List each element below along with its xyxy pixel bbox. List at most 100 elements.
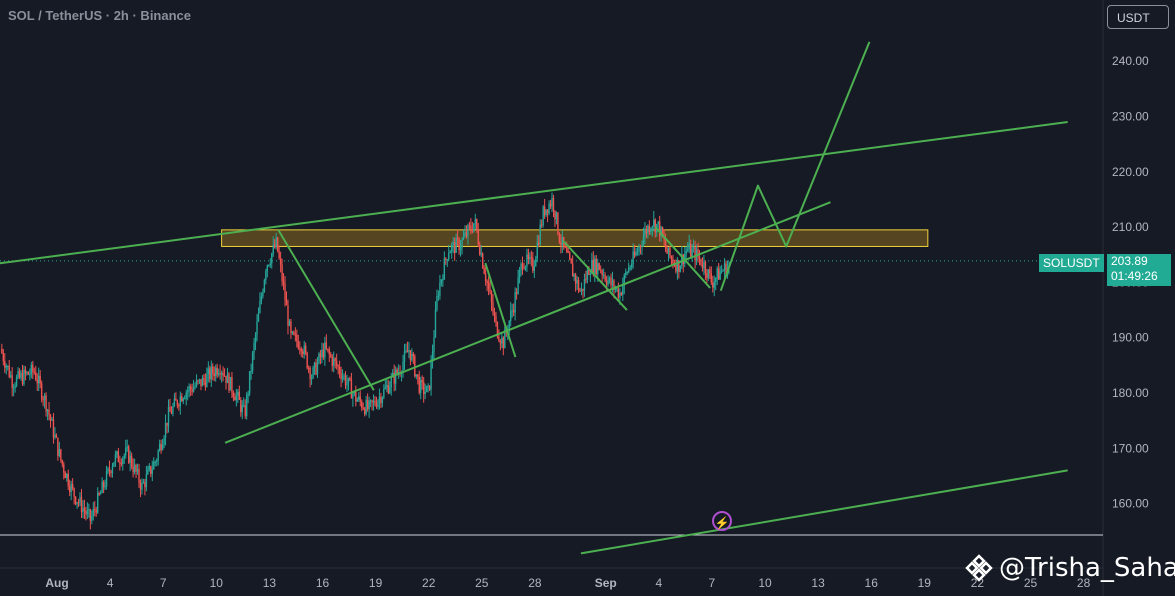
- candle-body: [66, 473, 68, 479]
- candle: [291, 330, 294, 335]
- candle: [101, 477, 103, 494]
- symbol-label: SOL / TetherUS · 2h · Binance: [8, 8, 191, 23]
- candle-body: [234, 397, 236, 401]
- candle-body: [371, 400, 373, 403]
- candle: [582, 288, 584, 299]
- candle-body: [46, 409, 49, 412]
- candle: [160, 439, 162, 454]
- candle-body: [70, 483, 72, 493]
- candle: [551, 192, 553, 213]
- candle: [554, 210, 556, 228]
- candle-body: [706, 273, 708, 279]
- candle: [4, 353, 6, 373]
- candle-body: [428, 385, 431, 390]
- candle-body: [21, 373, 24, 384]
- x-tick-label: 19: [369, 576, 383, 590]
- candle: [720, 264, 723, 274]
- candle: [116, 450, 118, 459]
- currency-unit-button[interactable]: USDT: [1107, 5, 1169, 29]
- candle: [406, 341, 409, 353]
- lightning-icon[interactable]: ⚡: [712, 511, 732, 531]
- candle-body: [483, 267, 485, 274]
- candle: [694, 240, 696, 269]
- candle-body: [445, 258, 447, 260]
- candle-body: [161, 444, 164, 450]
- candle-body: [48, 409, 50, 416]
- candle: [212, 363, 214, 381]
- candle: [411, 348, 413, 362]
- candle: [30, 361, 33, 379]
- candle: [601, 268, 603, 284]
- candle-body: [538, 242, 540, 245]
- candle: [188, 383, 190, 398]
- candle: [540, 219, 543, 229]
- candle-body: [685, 250, 687, 254]
- candle-body: [287, 305, 289, 326]
- candle-body: [535, 258, 537, 267]
- candle-body: [217, 373, 220, 375]
- candle: [335, 353, 338, 370]
- candle: [306, 351, 308, 370]
- candle: [327, 348, 329, 353]
- candle-body: [567, 252, 569, 254]
- candle: [417, 374, 419, 385]
- candle-body: [455, 237, 457, 253]
- candle-body: [223, 375, 226, 377]
- candle-body: [579, 290, 581, 292]
- candle-body: [315, 362, 317, 375]
- x-tick-label: 7: [709, 576, 716, 590]
- candle-body: [201, 377, 204, 387]
- candle: [73, 487, 75, 505]
- candle-body: [389, 387, 391, 394]
- candle-body: [206, 374, 208, 387]
- candle: [703, 254, 705, 276]
- candle-body: [412, 353, 415, 357]
- candle-body: [120, 463, 123, 465]
- candle: [259, 292, 261, 314]
- candle: [158, 439, 161, 452]
- candle: [515, 288, 518, 300]
- candle-body: [561, 236, 564, 245]
- candle: [428, 385, 431, 392]
- candle: [244, 399, 246, 419]
- candle-body: [651, 226, 654, 229]
- candle-body: [57, 437, 59, 456]
- candle: [434, 301, 437, 339]
- candle: [347, 377, 350, 391]
- candle: [549, 199, 552, 209]
- candle-body: [648, 225, 651, 233]
- candle-body: [421, 380, 423, 383]
- candle: [670, 255, 673, 265]
- candle-body: [436, 296, 438, 310]
- candle-body: [282, 281, 285, 284]
- candle-body: [481, 253, 484, 268]
- candle-body: [43, 395, 46, 401]
- projection-path: [719, 41, 871, 292]
- y-tick-label: 240.00: [1112, 54, 1149, 68]
- candle-body: [172, 406, 174, 414]
- candle: [161, 438, 164, 451]
- candle: [483, 265, 485, 275]
- candle: [8, 359, 10, 379]
- candle: [658, 215, 661, 242]
- candle: [431, 344, 434, 369]
- candle: [91, 510, 93, 525]
- candle-body: [576, 280, 578, 284]
- candle: [197, 379, 199, 385]
- candle: [560, 234, 562, 254]
- candle-body: [330, 354, 332, 357]
- candle-body: [181, 396, 183, 402]
- ticker-price-tag: SOLUSDT: [1039, 254, 1104, 272]
- candle-body: [192, 387, 195, 392]
- candle-body: [692, 247, 695, 250]
- candle-body: [664, 240, 667, 249]
- y-tick-label: 230.00: [1112, 110, 1149, 124]
- candle-body: [346, 383, 348, 386]
- candle: [689, 239, 692, 258]
- candle-body: [620, 293, 623, 295]
- candle-body: [82, 508, 84, 513]
- candle: [325, 334, 328, 351]
- candle-body: [700, 258, 702, 265]
- candle-body: [440, 279, 443, 283]
